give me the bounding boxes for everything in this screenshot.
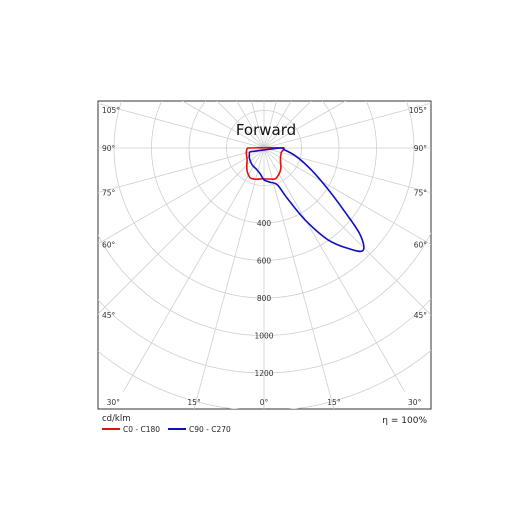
grid-spoke-left-135 bbox=[216, 101, 265, 149]
radial-tick-label: 800 bbox=[257, 294, 272, 303]
polar-grid bbox=[98, 101, 431, 409]
grid-spoke-right-150 bbox=[263, 101, 292, 149]
legend: C0 - C180 C90 - C270 bbox=[102, 425, 231, 434]
grid-spoke-right-15 bbox=[263, 147, 335, 409]
grid-spoke-left-45 bbox=[98, 147, 265, 315]
angle-tick-label-right: 30° bbox=[408, 398, 422, 407]
radial-tick-label: 1000 bbox=[254, 332, 273, 341]
grid-spoke-left-105 bbox=[98, 103, 265, 149]
series-curves bbox=[245, 146, 365, 253]
grid-spoke-left-60 bbox=[98, 147, 265, 245]
grid-spoke-left-75 bbox=[98, 147, 265, 193]
legend-label-1: C90 - C270 bbox=[189, 425, 231, 434]
angle-tick-labels: 0° 15° 15° 30° 30° 45° 45° 60° 60° 75° 75° 90° 90° 10… bbox=[102, 106, 427, 407]
angle-tick-label-right: 75° bbox=[414, 189, 428, 198]
grid-spoke-right-165 bbox=[263, 101, 278, 149]
radial-tick-label: 1200 bbox=[254, 369, 273, 378]
angle-tick-label-left: 90° bbox=[102, 144, 116, 153]
angle-tick-label-right: 105° bbox=[409, 106, 427, 115]
angle-tick-label-left: 75° bbox=[102, 189, 116, 198]
angle-tick-label-right: 15° bbox=[327, 398, 341, 407]
efficiency-label: η = 100% bbox=[382, 416, 427, 426]
unit-label: cd/klm bbox=[102, 414, 131, 424]
grid-spoke-right-30 bbox=[263, 147, 405, 392]
angle-tick-label-center: 0° bbox=[260, 398, 269, 407]
grid-spoke-right-120 bbox=[263, 101, 347, 149]
grid-spoke-right-105 bbox=[263, 102, 431, 149]
grid-spoke-left-165 bbox=[250, 101, 265, 149]
angle-tick-label-right: 60° bbox=[414, 240, 428, 249]
angle-tick-label-left: 105° bbox=[102, 106, 120, 115]
chart-title: Forward bbox=[236, 121, 296, 139]
legend-label-0: C0 - C180 bbox=[123, 425, 160, 434]
grid-spoke-right-60 bbox=[263, 147, 431, 245]
radial-tick-labels: 400 600 800 1000 1200 bbox=[254, 219, 273, 378]
series-curve-1 bbox=[248, 147, 365, 253]
angle-tick-label-left: 60° bbox=[102, 240, 116, 249]
grid-spoke-left-15 bbox=[193, 147, 265, 409]
radial-tick-label: 600 bbox=[257, 257, 272, 266]
angle-tick-label-right: 90° bbox=[414, 144, 428, 153]
radial-tick-label: 400 bbox=[257, 219, 272, 228]
angle-tick-label-right: 45° bbox=[414, 311, 428, 320]
angle-tick-label-left: 30° bbox=[107, 398, 121, 407]
grid-spoke-right-75 bbox=[263, 147, 431, 194]
angle-tick-label-left: 15° bbox=[187, 398, 201, 407]
grid-spoke-right-135 bbox=[263, 101, 312, 149]
angle-tick-label-left: 45° bbox=[102, 311, 116, 320]
grid-spoke-left-120 bbox=[181, 101, 265, 149]
plot-frame bbox=[97, 100, 432, 410]
grid-spoke-left-150 bbox=[236, 101, 265, 149]
grid-spoke-left-30 bbox=[123, 147, 265, 392]
